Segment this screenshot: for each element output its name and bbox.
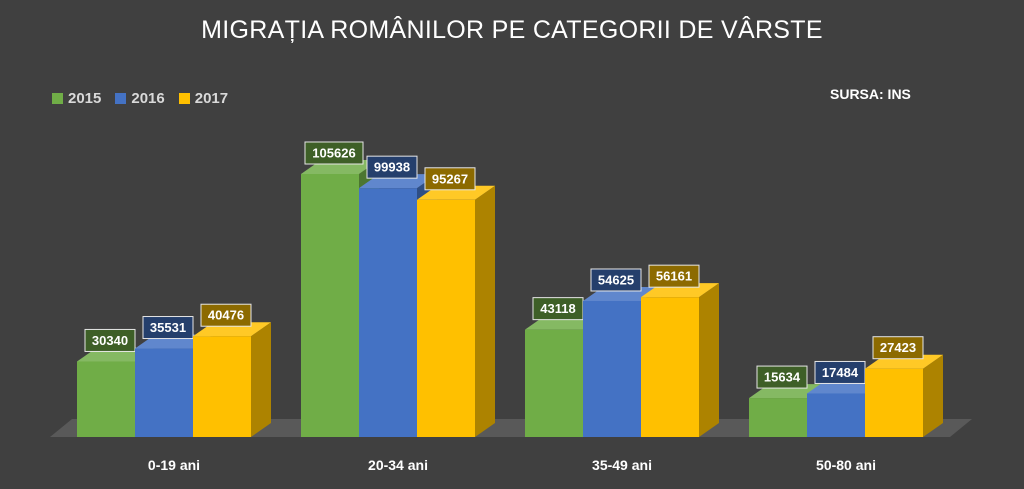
x-tick-label-50-80 ani: 50-80 ani bbox=[816, 457, 876, 473]
data-label-box-2017-50-80 ani bbox=[872, 336, 924, 360]
data-label-2015-50-80 ani: 15634 bbox=[764, 370, 801, 385]
data-label-2017-35-49 ani: 56161 bbox=[656, 269, 692, 284]
x-tick-label-0-19 ani: 0-19 ani bbox=[148, 457, 200, 473]
bar-2016-50-80 ani bbox=[807, 393, 865, 437]
data-label-2016-0-19 ani: 35531 bbox=[150, 320, 186, 335]
data-label-2015-20-34 ani: 105626 bbox=[312, 146, 355, 161]
legend-label-2016: 2016 bbox=[131, 90, 165, 107]
data-label-box-2016-20-34 ani bbox=[366, 155, 418, 179]
data-label-box-2015-20-34 ani bbox=[304, 141, 364, 165]
bar-side-2017-35-49 ani bbox=[699, 283, 719, 437]
data-label-2017-0-19 ani: 40476 bbox=[208, 308, 244, 323]
data-label-box-2017-0-19 ani bbox=[200, 303, 252, 327]
bar-2017-50-80 ani bbox=[865, 368, 923, 437]
bar-2016-0-19 ani bbox=[135, 348, 193, 437]
bar-2017-20-34 ani bbox=[417, 199, 475, 437]
chart-floor bbox=[50, 419, 972, 437]
data-label-2016-20-34 ani: 99938 bbox=[374, 160, 410, 175]
data-label-box-2016-0-19 ani bbox=[142, 316, 194, 340]
data-label-2017-50-80 ani: 27423 bbox=[880, 340, 916, 355]
legend-swatch-2016 bbox=[115, 93, 127, 104]
bar-side-2017-0-19 ani bbox=[251, 322, 271, 437]
data-label-2016-35-49 ani: 54625 bbox=[598, 272, 634, 287]
bar-2016-35-49 ani bbox=[583, 300, 641, 437]
bar-side-2017-20-34 ani bbox=[475, 185, 495, 437]
chart-legend: 2015 2016 2017 bbox=[52, 90, 228, 107]
chart-title: MIGRAȚIA ROMÂNILOR PE CATEGORII DE VÂRST… bbox=[201, 16, 823, 44]
data-label-box-2016-35-49 ani bbox=[590, 268, 642, 292]
data-label-box-2017-20-34 ani bbox=[424, 167, 476, 191]
chart-source: SURSA: INS bbox=[830, 86, 911, 102]
bar-2017-0-19 ani bbox=[193, 336, 251, 437]
bar-2015-35-49 ani bbox=[525, 329, 583, 437]
bar-side-2017-50-80 ani bbox=[923, 354, 943, 437]
bar-2016-20-34 ani bbox=[359, 188, 417, 437]
data-label-2015-35-49 ani: 43118 bbox=[540, 301, 575, 316]
data-label-2016-50-80 ani: 17484 bbox=[822, 365, 859, 380]
data-label-box-2015-50-80 ani bbox=[756, 365, 808, 389]
data-label-box-2017-35-49 ani bbox=[648, 264, 700, 288]
legend-swatch-2017 bbox=[178, 93, 190, 104]
legend-item-2016: 2016 bbox=[115, 90, 165, 107]
bar-2015-20-34 ani bbox=[301, 174, 359, 437]
x-tick-label-35-49 ani: 35-49 ani bbox=[592, 457, 652, 473]
legend-item-2017: 2017 bbox=[178, 90, 229, 107]
data-label-box-2015-0-19 ani bbox=[84, 328, 136, 352]
data-label-2017-20-34 ani: 95267 bbox=[432, 171, 468, 186]
legend-label-2015: 2015 bbox=[68, 90, 102, 107]
legend-item-2015: 2015 bbox=[52, 90, 101, 107]
legend-label-2017: 2017 bbox=[194, 90, 229, 107]
data-label-2015-0-19 ani: 30340 bbox=[92, 333, 128, 348]
x-tick-label-20-34 ani: 20-34 ani bbox=[368, 457, 428, 473]
legend-swatch-2015 bbox=[52, 93, 63, 104]
bar-2015-50-80 ani bbox=[749, 398, 807, 437]
bar-2015-0-19 ani bbox=[77, 361, 135, 437]
bar-2017-35-49 ani bbox=[641, 297, 699, 437]
